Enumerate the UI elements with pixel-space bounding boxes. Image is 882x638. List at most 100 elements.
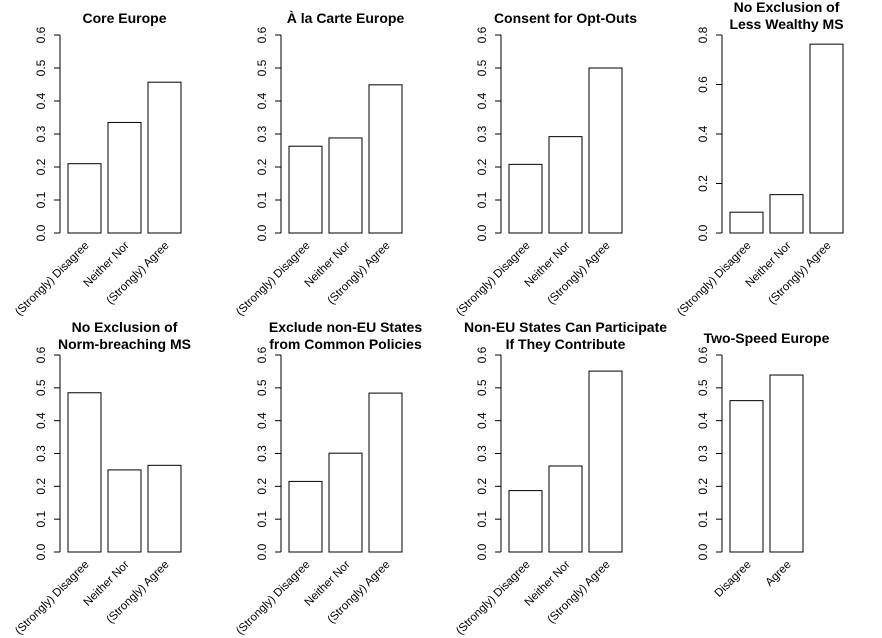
y-tick-label: 0.5 [475, 379, 489, 396]
y-tick-label: 0.6 [696, 346, 710, 363]
bar [548, 136, 583, 234]
y-tick-label: 0.4 [696, 412, 710, 429]
y-tick-label: 0.2 [255, 158, 269, 175]
y-tick-label: 0.6 [475, 346, 489, 363]
chart-title: À la Carte Europe [287, 10, 405, 26]
chart-panel-2: 0.0 0.1 0.2 0.3 0.4 0.5 0.6 (Strongly) Disagree… [234, 10, 404, 318]
x-tick-label: (Strongly) Disagree [234, 559, 313, 638]
y-tick-label: 0.0 [255, 543, 269, 560]
y-tick-label: 0.6 [696, 76, 710, 93]
chart-title: Consent for Opt-Outs [494, 10, 637, 26]
y-tick-label: 0.5 [34, 59, 48, 76]
chart-panel-4: 0.00.20.40.60.8(Strongly) DisagreeNeithe… [675, 0, 843, 318]
y-tick-label: 0.4 [255, 412, 269, 429]
y-tick-label: 0.1 [34, 511, 48, 528]
bar [368, 84, 403, 234]
y-tick-label: 0.5 [255, 379, 269, 396]
bar [328, 452, 363, 553]
bar [368, 392, 403, 553]
y-tick-label: 0.0 [475, 224, 489, 241]
bar [147, 81, 182, 234]
y-tick-label: 0.6 [475, 26, 489, 43]
y-tick-label: 0.5 [475, 59, 489, 76]
y-tick-label: 0.0 [34, 543, 48, 560]
chart-panel-8: 0.0 0.1 0.2 0.3 0.4 0.5 0.6 Disagree Agree Two-Sp… [696, 330, 830, 600]
y-tick-label: 0.3 [475, 445, 489, 462]
y-tick-label: 0.6 [34, 26, 48, 43]
x-tick-label: (Strongly) Disagree [454, 240, 533, 319]
y-tick-label: 0.1 [255, 191, 269, 208]
y-tick-label: 0.2 [696, 175, 710, 192]
y-tick-label: 0.6 [255, 346, 269, 363]
chart-title: from Common Policies [269, 336, 422, 352]
y-tick-label: 0.1 [475, 511, 489, 528]
bar [729, 211, 764, 234]
y-tick-label: 0.4 [475, 412, 489, 429]
bar [107, 469, 142, 553]
chart-title: Less Wealthy MS [729, 16, 843, 32]
bar [729, 400, 764, 553]
bar [508, 163, 543, 234]
chart-title: No Exclusion of [734, 0, 840, 15]
x-tick-label: (Strongly) Disagree [13, 240, 92, 319]
chart-title: Norm-breaching MS [58, 336, 191, 352]
y-tick-label: 0.5 [696, 379, 710, 396]
y-tick-label: 0.4 [255, 92, 269, 109]
y-tick-label: 0.8 [696, 26, 710, 43]
chart-title: No Exclusion of [72, 319, 178, 335]
chart-title: Non-EU States Can Participate [464, 319, 667, 335]
x-tick-label: (Strongly) Disagree [454, 559, 533, 638]
bar [328, 137, 363, 234]
y-tick-label: 0.1 [34, 191, 48, 208]
y-tick-label: 0.3 [255, 125, 269, 142]
y-tick-label: 0.3 [696, 445, 710, 462]
y-tick-label: 0.3 [475, 125, 489, 142]
bar [769, 194, 804, 234]
y-tick-label: 0.6 [255, 26, 269, 43]
y-tick-label: 0.5 [255, 59, 269, 76]
y-tick-label: 0.2 [696, 478, 710, 495]
bar [508, 490, 543, 553]
bar [809, 43, 844, 234]
bar [769, 374, 804, 553]
y-tick-label: 0.0 [255, 224, 269, 241]
chart-panel-7: 0.0 0.1 0.2 0.3 0.4 0.5 0.6 (Strongly) Disagree… [454, 319, 667, 637]
y-tick-label: 0.1 [255, 511, 269, 528]
y-tick-label: 0.1 [696, 511, 710, 528]
chart-panel-1: 0.0 0.1 0.2 0.3 0.4 0.5 0.6 (Strongly) Disagree… [13, 10, 182, 319]
y-tick-label: 0.4 [696, 125, 710, 142]
bar [147, 464, 182, 553]
x-tick-label: (Strongly) Disagree [675, 240, 754, 319]
bar [67, 392, 102, 553]
y-tick-label: 0.3 [255, 445, 269, 462]
y-tick-label: 0.0 [696, 224, 710, 241]
y-tick-label: 0.6 [34, 346, 48, 363]
y-tick-label: 0.4 [34, 412, 48, 429]
bar [588, 370, 623, 553]
y-tick-label: 0.1 [475, 191, 489, 208]
chart-panel-3: 0.0 0.1 0.2 0.3 0.4 0.5 0.6 (Strongly) Disagree… [454, 10, 637, 318]
bar [288, 480, 323, 553]
y-tick-label: 0.2 [475, 478, 489, 495]
chart-title: Exclude non-EU States [269, 319, 422, 335]
y-tick-label: 0.0 [475, 543, 489, 560]
chart-title: Core Europe [82, 10, 166, 26]
y-tick-label: 0.2 [255, 478, 269, 495]
bar [67, 163, 102, 234]
chart-title: Two-Speed Europe [704, 330, 830, 346]
x-tick-label: Disagree [713, 559, 754, 600]
y-tick-label: 0.2 [34, 478, 48, 495]
y-tick-label: 0.3 [34, 445, 48, 462]
x-tick-label: (Strongly) Disagree [234, 240, 313, 319]
bar [548, 465, 583, 553]
y-tick-label: 0.0 [696, 543, 710, 560]
y-tick-label: 0.5 [34, 379, 48, 396]
bar [288, 145, 323, 234]
chart-panel-6: 0.0 0.1 0.2 0.3 0.4 0.5 0.6 (Strongly) Disagree… [234, 319, 422, 637]
y-tick-label: 0.3 [34, 125, 48, 142]
y-tick-label: 0.4 [475, 92, 489, 109]
bar [588, 67, 623, 234]
y-tick-label: 0.2 [34, 158, 48, 175]
chart-title: If They Contribute [506, 336, 626, 352]
